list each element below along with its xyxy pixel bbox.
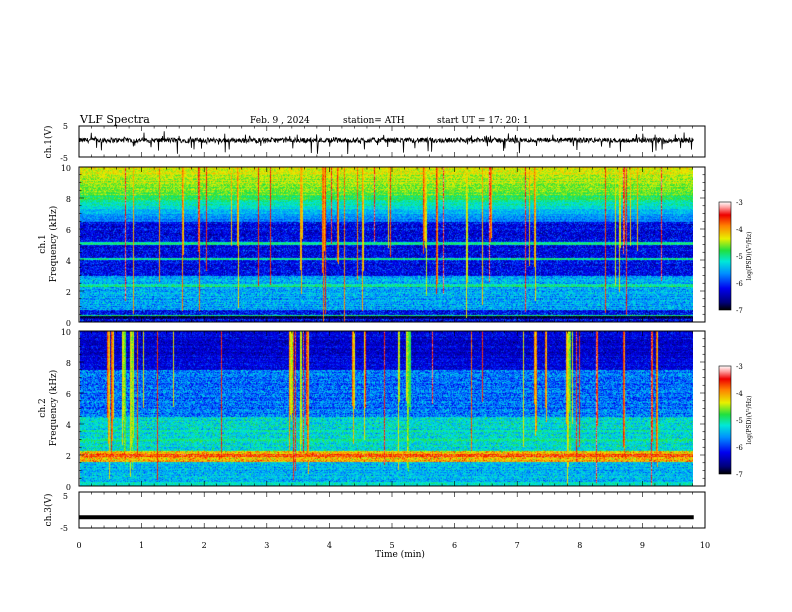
station-label: station= ATH bbox=[343, 116, 405, 126]
ch2-colorbar-frame bbox=[718, 365, 732, 475]
ch1-cbar-tick-m3: -3 bbox=[736, 199, 743, 207]
ch1-ytick-bottom: -5 bbox=[60, 154, 68, 163]
ch3-waveform-panel: 5 -5 ch.3(V) 0 1 2 3 4 5 6 7 8 9 10 Time (min) bbox=[43, 491, 710, 560]
ch1-freq-tick-4: 4 bbox=[66, 257, 71, 266]
ch1-cbar-tick-m5: -5 bbox=[736, 253, 743, 261]
ch2-freq-ylabel-line2: Frequency (kHz) bbox=[48, 370, 59, 447]
ch1-spectrogram-image bbox=[80, 167, 693, 322]
ch1-colorbar: -3 -4 -5 -6 -7 log(PSD)(V²/Hz) bbox=[718, 199, 753, 315]
ch3-x-ticks bbox=[78, 492, 706, 528]
ch1-trace bbox=[78, 131, 694, 155]
ch1-cbar-tick-m4: -4 bbox=[736, 226, 743, 234]
ch3-ylabel: ch.3(V) bbox=[43, 494, 54, 527]
ch1-colorbar-gradient bbox=[719, 202, 731, 310]
ch1-colorbar-label: log(PSD)(V²/Hz) bbox=[746, 232, 753, 281]
ch2-cbar-tick-m3: -3 bbox=[736, 363, 743, 371]
ch1-colorbar-frame bbox=[718, 201, 732, 311]
ch2-freq-tick-10: 10 bbox=[61, 328, 71, 337]
ch2-cbar-tick-m6: -6 bbox=[736, 444, 743, 452]
ch2-freq-tick-6: 6 bbox=[66, 390, 71, 399]
time-axis-tick-label: 7 bbox=[515, 541, 520, 550]
ch1-freq-tick-0: 0 bbox=[66, 319, 71, 328]
ch3-frame bbox=[78, 491, 706, 529]
ch1-spectrogram-ticks bbox=[78, 166, 706, 323]
ch1-freq-ylabel: ch.1 Frequency (kHz) bbox=[38, 206, 59, 283]
ch1-freq-tick-6: 6 bbox=[66, 226, 71, 235]
ch1-ytick-top: 5 bbox=[63, 122, 68, 131]
ch2-freq-tick-8: 8 bbox=[66, 359, 71, 368]
time-axis-tick-label: 4 bbox=[327, 541, 332, 550]
time-axis-tick-label: 8 bbox=[577, 541, 582, 550]
ch1-x-ticks bbox=[78, 126, 706, 157]
ch1-freq-tick-10: 10 bbox=[61, 164, 71, 173]
ch3-ytick-bottom: -5 bbox=[60, 524, 68, 533]
ch1-cbar-tick-m6: -6 bbox=[736, 280, 743, 288]
ch2-freq-tick-0: 0 bbox=[66, 483, 71, 492]
ch1-freq-ylabel-line2: Frequency (kHz) bbox=[48, 206, 59, 283]
ch2-cbar-tick-m7: -7 bbox=[736, 471, 743, 479]
ch2-freq-ylabel: ch.2 Frequency (kHz) bbox=[38, 370, 59, 447]
time-axis-tick-label: 3 bbox=[264, 541, 269, 550]
ch2-freq-tick-2: 2 bbox=[66, 452, 71, 461]
ch2-colorbar: -3 -4 -5 -6 -7 log(PSD)(V²/Hz) bbox=[718, 363, 753, 479]
ch1-freq-tick-8: 8 bbox=[66, 195, 71, 204]
time-axis-tick-label: 9 bbox=[640, 541, 645, 550]
ch2-colorbar-label: log(PSD)(V²/Hz) bbox=[746, 396, 753, 445]
time-axis-tick-label: 6 bbox=[452, 541, 457, 550]
ch1-ylabel: ch.1(V) bbox=[43, 126, 54, 159]
ch2-spectrogram-panel: 10 8 6 4 2 0 ch.2 Frequency (kHz) bbox=[38, 328, 706, 492]
ch1-spectrogram-panel: 10 8 6 4 2 0 ch.1 Frequency (kHz) bbox=[38, 164, 706, 328]
ch2-spectrogram-ticks bbox=[78, 330, 706, 487]
ch2-cbar-tick-m4: -4 bbox=[736, 390, 743, 398]
figure-title: VLF Spectra bbox=[79, 113, 150, 126]
time-axis-label: Time (min) bbox=[375, 549, 425, 560]
time-axis-tick-labels: 0 1 2 3 4 5 6 7 8 9 10 bbox=[76, 541, 710, 550]
ch1-waveform-panel: 5 -5 ch.1(V) bbox=[43, 122, 706, 163]
time-axis-tick-label: 5 bbox=[389, 541, 394, 550]
ch3-ytick-top: 5 bbox=[63, 492, 68, 501]
time-axis-tick-label: 2 bbox=[202, 541, 207, 550]
time-axis-tick-label: 1 bbox=[139, 541, 144, 550]
ch2-spectrogram-image bbox=[80, 331, 693, 486]
date-label: Feb. 9 , 2024 bbox=[250, 116, 310, 126]
ch1-freq-ylabel-line1: ch.1 bbox=[38, 234, 48, 253]
ch1-cbar-tick-m7: -7 bbox=[736, 307, 743, 315]
ch1-freq-tick-2: 2 bbox=[66, 288, 71, 297]
ch2-colorbar-gradient bbox=[719, 366, 731, 474]
ch2-cbar-tick-m5: -5 bbox=[736, 417, 743, 425]
time-axis-tick-label: 0 bbox=[76, 541, 81, 550]
ch2-freq-ylabel-line1: ch.2 bbox=[38, 398, 48, 417]
ch2-freq-tick-4: 4 bbox=[66, 421, 71, 430]
time-axis-tick-label: 10 bbox=[700, 541, 710, 550]
start-time-label: start UT = 17: 20: 1 bbox=[437, 116, 529, 126]
